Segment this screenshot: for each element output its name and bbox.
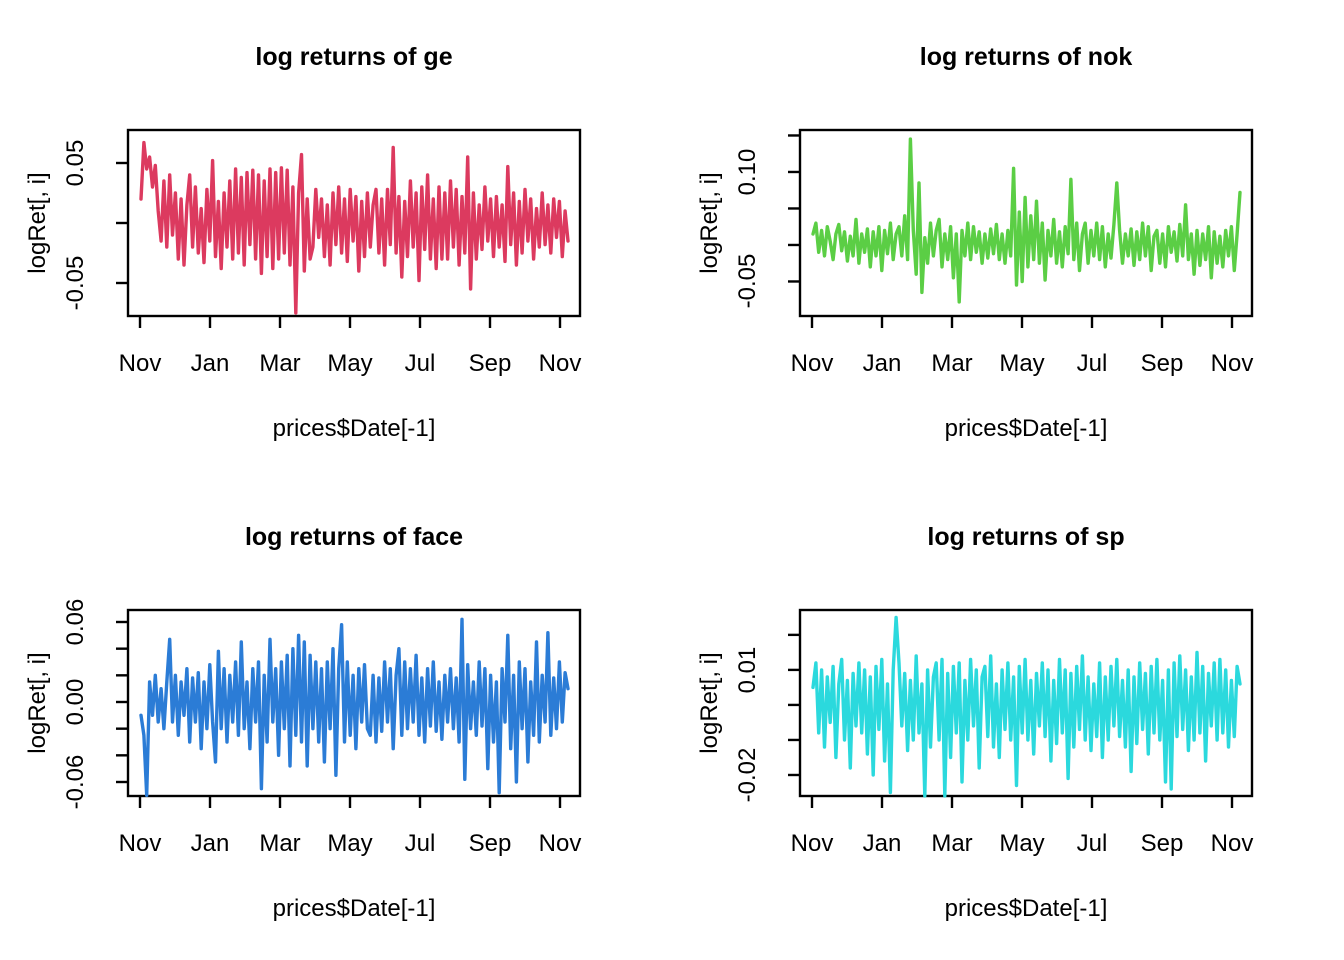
plot-area: Nov Jan Mar May Jul Sep Nov 0.01 -0.02 xyxy=(672,480,1344,960)
y-tick-label: 0.00 xyxy=(62,678,89,726)
x-axis-label: prices$Date[-1] xyxy=(272,895,436,922)
plot-area: Nov Jan Mar May Jul Sep Nov 0.05 -0.05 xyxy=(0,0,672,480)
x-axis-label: prices$Date[-1] xyxy=(944,415,1108,442)
panel-nok: log returns of nok logRet[, i] prices$Da… xyxy=(672,0,1344,480)
x-tick-label: Nov xyxy=(1210,350,1254,377)
x-tick-label: Mar xyxy=(931,350,973,377)
plot-canvas xyxy=(116,128,582,328)
plot-box xyxy=(798,608,1254,798)
series-line xyxy=(811,615,1242,798)
plot-canvas xyxy=(788,608,1254,808)
x-tick-label: Nov xyxy=(118,350,162,377)
panel-sp: log returns of sp logRet[, i] prices$Dat… xyxy=(672,480,1344,960)
plot-canvas xyxy=(116,608,582,808)
series-line xyxy=(139,140,570,315)
x-tick-label: May xyxy=(327,350,373,377)
plot-canvas xyxy=(788,128,1254,328)
x-tick-label: Jul xyxy=(404,830,436,857)
plot-area: Nov Jan Mar May Jul Sep Nov 0.06 0.00 -0.06 xyxy=(0,480,672,960)
x-tick-label: May xyxy=(999,350,1045,377)
x-tick-label: Jan xyxy=(862,830,902,857)
plot-area: Nov Jan Mar May Jul Sep Nov 0.10 -0.05 xyxy=(672,0,1344,480)
panel-title: log returns of ge xyxy=(255,43,453,71)
y-tick-label: -0.05 xyxy=(62,255,89,311)
x-tick-label: Jan xyxy=(862,350,902,377)
x-tick-label: Mar xyxy=(259,830,301,857)
x-axis-label: prices$Date[-1] xyxy=(944,895,1108,922)
x-tick-label: Mar xyxy=(931,830,973,857)
x-tick-label: Sep xyxy=(468,350,512,377)
x-tick-label: Mar xyxy=(259,350,301,377)
panel-title: log returns of face xyxy=(244,523,464,551)
y-tick-label: 0.01 xyxy=(734,646,761,694)
plot-box xyxy=(798,128,1254,318)
x-tick-label: May xyxy=(327,830,373,857)
x-tick-label: Jul xyxy=(404,350,436,377)
y-tick-label: -0.02 xyxy=(734,747,761,803)
x-tick-label: Sep xyxy=(1140,350,1184,377)
x-axis-label: prices$Date[-1] xyxy=(272,415,436,442)
x-tick-label: Nov xyxy=(790,350,834,377)
panel-ge: log returns of ge logRet[, i] prices$Dat… xyxy=(0,0,672,480)
x-tick-label: Sep xyxy=(468,830,512,857)
y-tick-label: 0.06 xyxy=(62,598,89,646)
panel-title: log returns of nok xyxy=(919,43,1133,71)
x-tick-label: Nov xyxy=(118,830,162,857)
x-tick-label: Nov xyxy=(790,830,834,857)
x-tick-label: May xyxy=(999,830,1045,857)
series-line xyxy=(811,137,1242,304)
x-tick-label: Jan xyxy=(190,350,230,377)
x-tick-label: Sep xyxy=(1140,830,1184,857)
y-tick-label: 0.05 xyxy=(62,139,89,187)
y-tick-label: -0.06 xyxy=(62,754,89,810)
x-tick-label: Jul xyxy=(1076,350,1108,377)
x-tick-label: Jul xyxy=(1076,830,1108,857)
x-tick-label: Jan xyxy=(190,830,230,857)
x-tick-label: Nov xyxy=(1210,830,1254,857)
y-tick-label: -0.05 xyxy=(734,254,761,309)
series-line xyxy=(139,617,570,797)
x-tick-label: Nov xyxy=(538,830,582,857)
panel-title: log returns of sp xyxy=(927,523,1125,551)
y-tick-label: 0.10 xyxy=(734,148,761,196)
x-tick-label: Nov xyxy=(538,350,582,377)
panel-face: log returns of face logRet[, i] prices$D… xyxy=(0,480,672,960)
